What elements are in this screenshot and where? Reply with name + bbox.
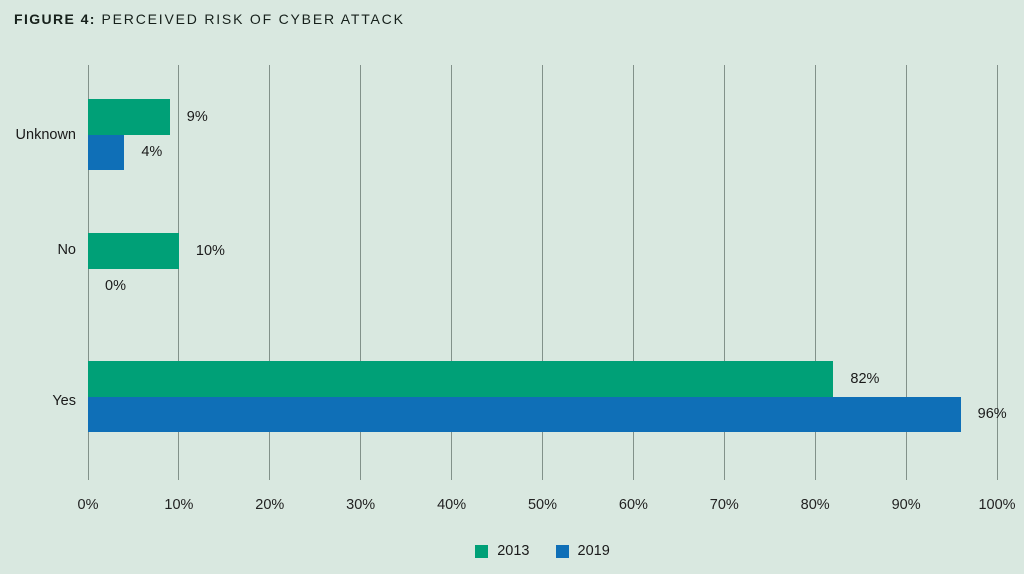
legend-label-2013: 2013 xyxy=(497,543,530,559)
gridline xyxy=(814,65,816,480)
gridline xyxy=(178,65,180,480)
chart-title-prefix: FIGURE 4: xyxy=(14,11,96,27)
category-label-unknown: Unknown xyxy=(15,127,76,143)
gridline xyxy=(996,65,998,480)
category-label-yes: Yes xyxy=(52,393,76,409)
bar-2013-no xyxy=(88,233,179,269)
plot-area xyxy=(87,65,998,480)
x-axis-tick-label: 50% xyxy=(527,497,558,513)
bar-2019-unknown xyxy=(88,134,125,170)
x-axis-tick-label: 70% xyxy=(709,497,739,513)
value-label-2019-yes: 96% xyxy=(977,406,1007,423)
legend-label-2019: 2019 xyxy=(577,543,610,559)
legend: 2013 2019 xyxy=(88,543,997,559)
gridline xyxy=(632,65,634,480)
legend-item-2019: 2019 xyxy=(555,543,610,559)
legend-swatch-2013-icon xyxy=(475,544,489,558)
gridline xyxy=(905,65,907,480)
gridline xyxy=(87,65,89,480)
gridline xyxy=(542,65,543,480)
x-axis-tick-label: 60% xyxy=(618,497,648,513)
bar-2019-yes xyxy=(88,396,961,432)
x-axis-tick-label: 10% xyxy=(164,497,194,513)
x-axis-tick-label: 80% xyxy=(800,497,830,513)
category-label-no: No xyxy=(57,242,76,258)
bar-2013-unknown xyxy=(88,99,170,135)
value-label-2013-no: 10% xyxy=(195,242,225,259)
value-label-2019-unknown: 4% xyxy=(141,144,163,161)
value-label-2013-unknown: 9% xyxy=(186,108,208,125)
gridline xyxy=(451,65,453,480)
gridline xyxy=(360,65,362,480)
gridline xyxy=(723,65,725,480)
x-axis-tick-label: 0% xyxy=(77,497,99,513)
bar-2013-yes xyxy=(88,361,834,397)
x-axis-tick-label: 90% xyxy=(891,497,921,513)
x-axis-tick-label: 40% xyxy=(437,497,467,513)
x-axis-tick-label: 100% xyxy=(978,497,1016,513)
legend-swatch-2019-icon xyxy=(555,544,569,558)
x-axis-tick-label: 30% xyxy=(346,497,376,513)
chart-title-text: PERCEIVED RISK OF CYBER ATTACK xyxy=(101,11,405,27)
legend-item-2013: 2013 xyxy=(475,543,530,559)
chart-title: FIGURE 4: PERCEIVED RISK OF CYBER ATTACK xyxy=(14,11,405,27)
value-label-2013-yes: 82% xyxy=(850,370,880,387)
value-label-2019-no: 0% xyxy=(105,278,126,295)
gridline xyxy=(269,65,271,480)
x-axis-tick-label: 20% xyxy=(255,497,285,513)
